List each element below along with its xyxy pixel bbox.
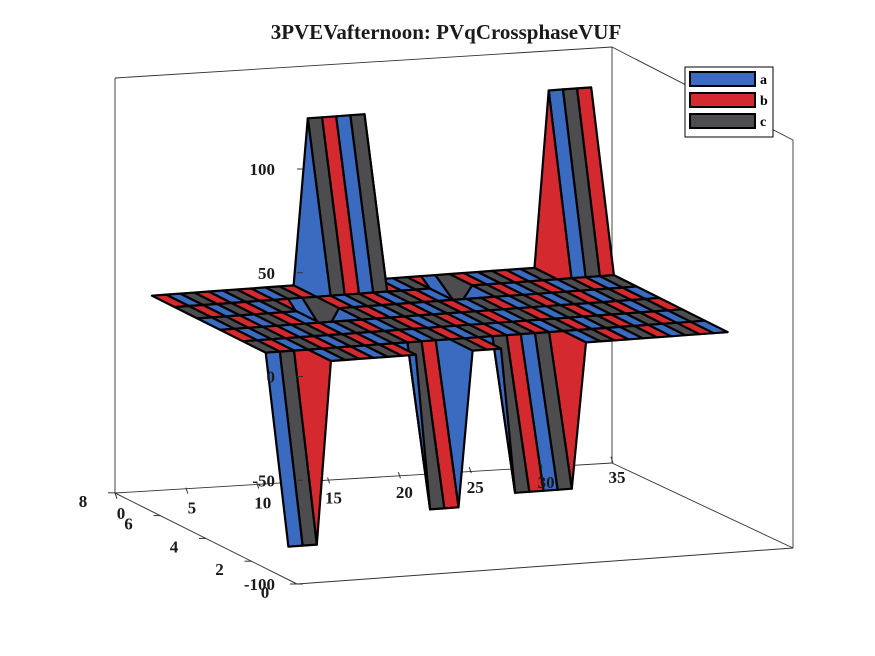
- legend-swatch-a: [689, 71, 756, 87]
- y-tick-label: 8: [79, 492, 88, 511]
- x-tick-label: 30: [538, 473, 555, 492]
- axis-ticks: 0 5 10 15 20 25 30 35 0 2 4 6 8 -100 -50 0 50 100: [79, 160, 626, 602]
- z-tick-label: 50: [258, 264, 275, 283]
- x-tick-label: 10: [254, 494, 271, 513]
- y-tick-label: 2: [215, 560, 224, 579]
- legend-swatch-b: [689, 92, 756, 108]
- surface-mesh: [150, 86, 729, 548]
- x-axis-line: [296, 547, 794, 585]
- x-tick-label: 0: [117, 504, 126, 523]
- x-tick-label: 35: [608, 468, 625, 487]
- x-tick-label: 5: [188, 499, 197, 518]
- surface-patch-a: [264, 350, 304, 548]
- legend-label-c: c: [760, 115, 766, 130]
- z-tick-label: -100: [244, 575, 275, 594]
- z-tick-label: 0: [267, 368, 276, 387]
- x-tick-label: 25: [467, 478, 484, 497]
- chart-title: 3PVEVafternoon: PVqCrossphaseVUF: [271, 20, 622, 44]
- x-tick-label: 15: [325, 488, 342, 507]
- y-tick-label: 4: [170, 537, 179, 556]
- y-tick-label: 6: [124, 515, 133, 534]
- x-tick-label: 20: [396, 483, 413, 502]
- legend: abc: [684, 66, 774, 138]
- y-tick-label: 0: [261, 583, 270, 602]
- legend-swatch-c: [689, 113, 756, 129]
- legend-label-a: a: [760, 73, 767, 88]
- z-tick-label: -50: [252, 471, 275, 490]
- legend-label-b: b: [760, 94, 768, 109]
- z-tick-label: 100: [250, 160, 276, 179]
